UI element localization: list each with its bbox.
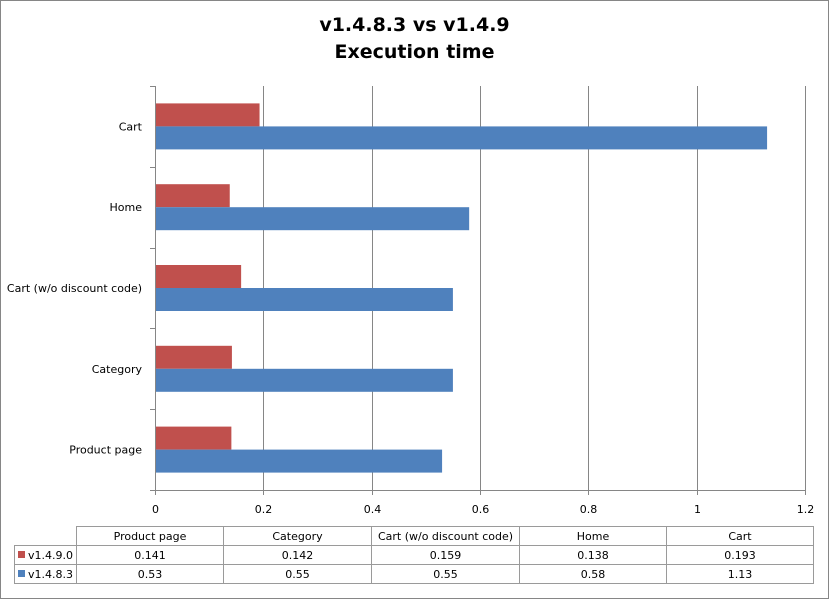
table-header: Product page: [76, 526, 224, 546]
bar: [155, 449, 443, 473]
bar: [155, 265, 242, 288]
table-cell: 0.141: [76, 545, 224, 565]
table-cell: 0.55: [223, 564, 372, 584]
bar: [155, 345, 232, 369]
table-row: v1.4.8.3 0.53 0.55 0.55 0.58 1.13: [14, 564, 814, 584]
x-tick-label: 0: [152, 503, 159, 516]
bar: [155, 288, 453, 311]
bar: [155, 368, 453, 392]
table-cell: 0.55: [371, 564, 520, 584]
legend-label: v1.4.9.0: [28, 548, 73, 562]
table-row: v1.4.9.0 0.141 0.142 0.159 0.138 0.193: [14, 545, 814, 565]
bar: [155, 426, 232, 450]
table-cell: 0.138: [519, 545, 667, 565]
table-header: Cart (w/o discount code): [371, 526, 520, 546]
table-cell: 0.142: [223, 545, 372, 565]
table-corner: [14, 526, 77, 546]
bar: [155, 207, 470, 231]
legend-entry: v1.4.9.0: [14, 545, 77, 565]
legend-label: v1.4.8.3: [28, 567, 73, 581]
bar: [155, 103, 260, 127]
x-tick-label: 0.4: [364, 503, 382, 516]
x-tick-label: 0.8: [580, 503, 598, 516]
legend-swatch: [18, 551, 25, 558]
x-tick-label: 1.2: [797, 503, 815, 516]
table-cell: 0.53: [76, 564, 224, 584]
chart-title: v1.4.8.3 vs v1.4.9 Execution time: [0, 12, 829, 66]
category-label: Cart (w/o discount code): [7, 282, 142, 295]
data-table: Product page Category Cart (w/o discount…: [14, 526, 814, 584]
x-tick-label: 1: [694, 503, 701, 516]
chart-title-line-1: v1.4.8.3 vs v1.4.9: [319, 14, 510, 36]
category-label: Product page: [69, 444, 142, 457]
table-cell: 0.159: [371, 545, 520, 565]
category-label: Category: [92, 363, 143, 376]
category-label: Home: [110, 201, 143, 214]
table-cell: 1.13: [666, 564, 814, 584]
category-label: Cart: [119, 120, 143, 133]
x-tick-label: 0.6: [472, 503, 490, 516]
legend-swatch: [18, 570, 25, 577]
legend-entry: v1.4.8.3: [14, 564, 77, 584]
table-cell: 0.193: [666, 545, 814, 565]
table-header-row: Product page Category Cart (w/o discount…: [14, 526, 814, 546]
x-tick-label: 0.2: [255, 503, 273, 516]
table-header: Home: [519, 526, 667, 546]
table-header: Category: [223, 526, 372, 546]
chart-title-line-2: Execution time: [334, 41, 495, 63]
bar: [155, 184, 230, 208]
bar: [155, 126, 768, 150]
table-cell: 0.58: [519, 564, 667, 584]
table-header: Cart: [666, 526, 814, 546]
